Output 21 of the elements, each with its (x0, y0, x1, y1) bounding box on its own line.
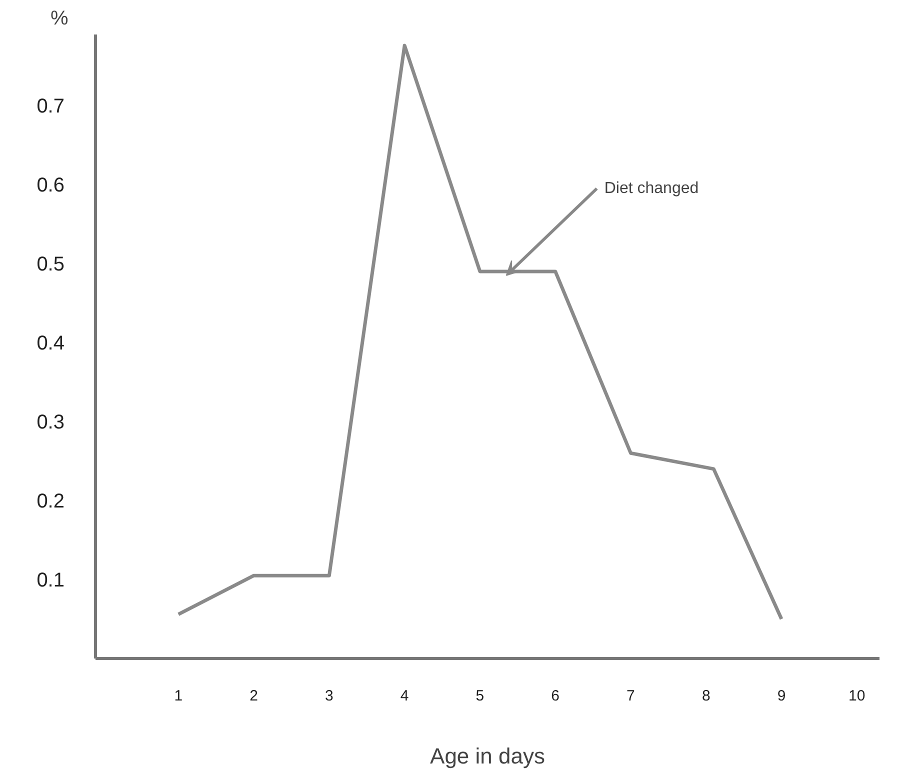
y-tick-label: 0.6 (36, 174, 65, 197)
y-tick-label: 0.3 (36, 412, 65, 434)
x-tick-label: 4 (400, 688, 409, 704)
y-tick-label: 0.2 (36, 490, 65, 513)
x-tick-label: 8 (702, 688, 710, 704)
y-tick-label: 0.4 (36, 332, 65, 355)
x-tick-label: 1 (174, 688, 183, 704)
y-tick-label: 0.1 (36, 570, 65, 592)
x-tick-label: 9 (777, 688, 786, 704)
x-tick-label: 5 (476, 688, 484, 704)
line-series (176, 44, 784, 621)
x-axis-title: Age in days (430, 744, 545, 768)
annotation: Diet changed (604, 180, 699, 198)
x-tick-label: 10 (848, 688, 866, 704)
x-tick-label: 6 (551, 688, 560, 704)
x-tick-label: 7 (626, 688, 635, 704)
y-tick-label: 0.7 (36, 96, 65, 118)
y-tick-label: 0.5 (36, 254, 65, 276)
x-tick-label: 3 (325, 688, 334, 704)
y-axis-title: % (50, 8, 68, 30)
x-tick-label: 2 (250, 688, 258, 704)
